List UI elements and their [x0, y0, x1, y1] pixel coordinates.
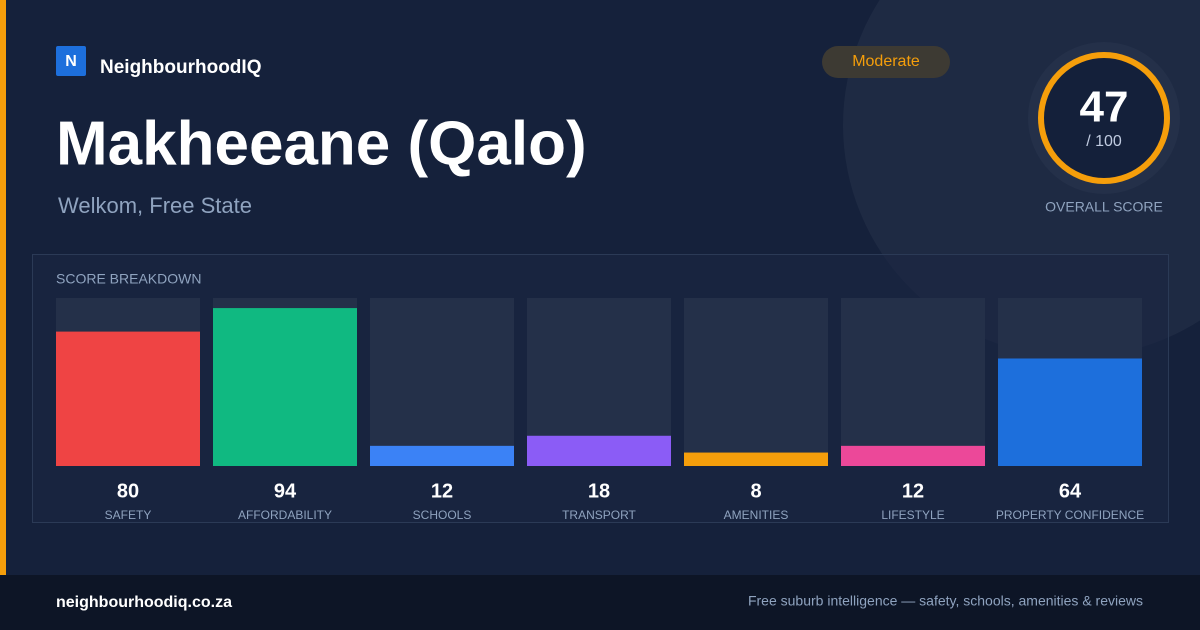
overall-max: / 100: [1086, 133, 1122, 150]
bar: [841, 445, 985, 466]
value-label: 64: [1059, 480, 1082, 502]
category-label: SAFETY: [105, 508, 152, 522]
footer-site: neighbourhoodiq.co.za: [56, 594, 232, 611]
bar-track: [684, 298, 828, 466]
category-label: AMENITIES: [724, 508, 789, 522]
value-label: 80: [117, 480, 139, 502]
bar: [684, 452, 828, 466]
score-ring: [1038, 52, 1170, 184]
badge: [822, 46, 950, 78]
footer-tagline: Free suburb intelligence — safety, schoo…: [748, 593, 1143, 609]
overall-score: 47: [1080, 83, 1129, 132]
category-label: AFFORDABILITY: [238, 508, 332, 522]
footer: [0, 575, 1200, 630]
category-label: SCHOOLS: [413, 508, 472, 522]
subtitle: Welkom, Free State: [58, 193, 252, 218]
badge-text: Moderate: [852, 53, 920, 70]
value-label: 8: [750, 480, 761, 502]
brand-name: NeighbourhoodIQ: [100, 57, 261, 78]
value-label: 94: [274, 480, 297, 502]
logo: [56, 46, 86, 76]
category-label: LIFESTYLE: [881, 508, 944, 522]
category-label: TRANSPORT: [562, 508, 636, 522]
value-label: 18: [588, 480, 610, 502]
bar-track: [370, 298, 514, 466]
bar: [527, 435, 671, 466]
accent-stripe: [0, 0, 6, 575]
title: Makheeane (Qalo): [56, 109, 587, 178]
bar: [56, 331, 200, 466]
category-label: PROPERTY CONFIDENCE: [996, 508, 1144, 522]
bar: [213, 308, 357, 466]
logo-letter: N: [65, 53, 77, 70]
overall-label: OVERALL SCORE: [1045, 199, 1163, 215]
value-label: 12: [902, 480, 924, 502]
value-label: 12: [431, 480, 453, 502]
bar: [998, 358, 1142, 466]
bar-track: [841, 298, 985, 466]
chart-title: SCORE BREAKDOWN: [56, 271, 201, 287]
bar: [370, 445, 514, 466]
